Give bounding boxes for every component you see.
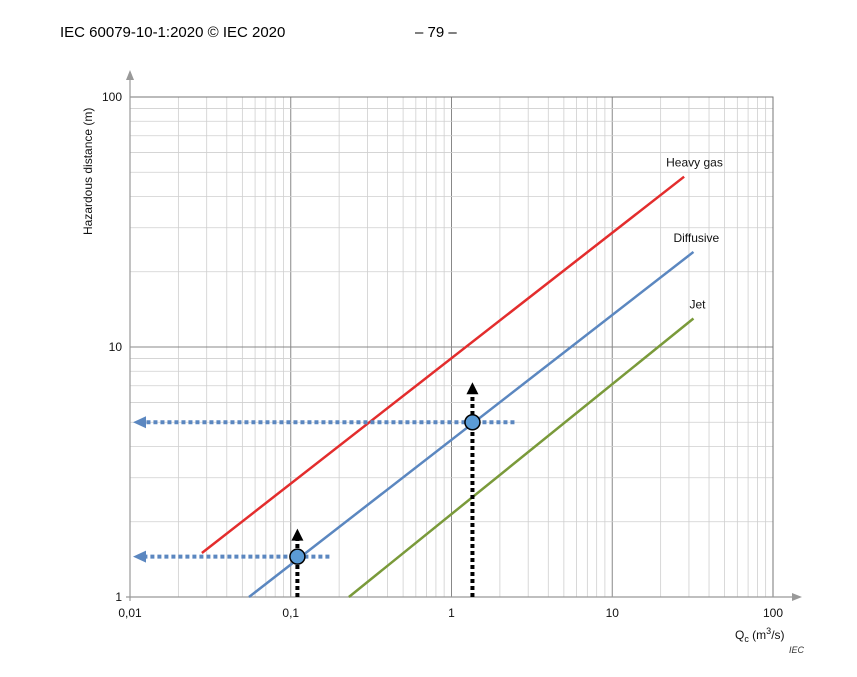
x-tick-label: 100 xyxy=(763,606,783,620)
series-label: Heavy gas xyxy=(666,156,723,170)
page-number: – 79 – xyxy=(415,24,457,41)
series-label: Jet xyxy=(689,298,706,312)
example-point xyxy=(289,548,306,565)
labels: Hazardous distance (m) Qc (m3/s) IEC 0,0… xyxy=(81,90,805,655)
guides xyxy=(133,382,515,597)
y-axis-arrow xyxy=(126,70,134,80)
iec-note: IEC xyxy=(789,645,805,655)
example-point xyxy=(464,414,481,431)
vertical-guide-arrow xyxy=(466,382,479,395)
y-tick-label: 1 xyxy=(115,590,122,604)
axes xyxy=(126,70,802,601)
y-axis-label: Hazardous distance (m) xyxy=(81,108,95,235)
x-tick-label: 1 xyxy=(448,606,455,620)
x-tick-label: 10 xyxy=(606,606,620,620)
x-tick-label: 0,01 xyxy=(118,606,142,620)
horizontal-guide-arrow xyxy=(133,416,146,429)
x-tick-label: 0,1 xyxy=(282,606,299,620)
horizontal-guide-arrow xyxy=(133,550,146,563)
series-line xyxy=(201,175,685,554)
x-axis-arrow xyxy=(792,593,802,601)
series-line xyxy=(348,317,695,598)
vertical-guide-arrow xyxy=(291,528,304,541)
series-label: Diffusive xyxy=(673,231,719,245)
y-tick-label: 100 xyxy=(102,90,122,104)
series xyxy=(201,175,695,598)
grid xyxy=(129,96,774,598)
y-tick-label: 10 xyxy=(109,340,123,354)
x-axis-label: Qc (m3/s) xyxy=(735,626,785,644)
document-header-title: IEC 60079-10-1:2020 © IEC 2020 xyxy=(60,24,286,41)
